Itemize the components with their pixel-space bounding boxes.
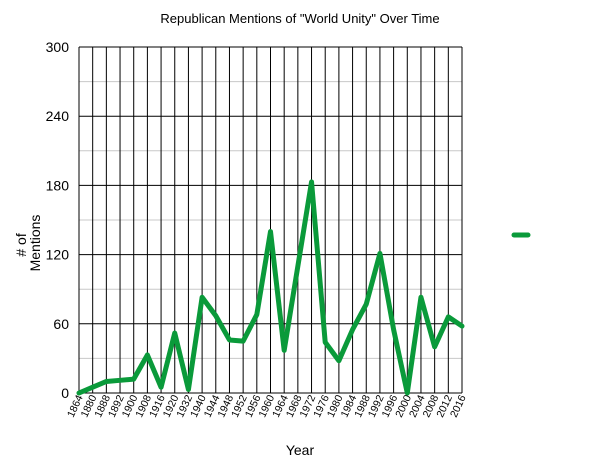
y-tick-label: 240 [46,108,70,124]
data-point [351,328,355,332]
y-tick-label: 120 [46,247,70,263]
y-tick-label: 300 [46,39,70,55]
data-point [159,385,163,389]
data-point [378,251,382,255]
y-axis-label-line-1: # of [13,233,29,256]
data-point [296,264,300,268]
data-point [77,391,81,395]
data-point [104,379,108,383]
data-point [118,378,122,382]
data-point [227,338,231,342]
y-axis-label: # of Mentions [13,215,43,272]
y-tick-label: 0 [61,385,69,401]
data-point [91,385,95,389]
data-point [419,295,423,299]
data-point [282,348,286,352]
data-point [405,391,409,395]
data-point [433,345,437,349]
data-point [241,339,245,343]
y-tick-label: 60 [53,316,69,332]
data-point [323,340,327,344]
data-point [145,353,149,357]
chart-title: Republican Mentions of "World Unity" Ove… [160,11,439,26]
data-point [337,359,341,363]
data-point [460,324,464,328]
x-axis-ticks: 1864188018881892190019081916192019321940… [65,393,469,419]
data-point [132,377,136,381]
data-point [255,313,259,317]
data-point [392,328,396,332]
data-point [173,331,177,335]
data-point [310,180,314,184]
y-axis-ticks: 0 60 120 180 240 300 [46,39,70,401]
data-point [214,314,218,318]
series-group [76,179,465,396]
y-tick-label: 180 [46,177,70,193]
x-axis-label: Year [286,442,315,458]
data-point [269,230,272,234]
gridlines [78,46,463,394]
data-point [200,295,204,299]
y-axis-label-line-2: Mentions [27,215,43,272]
data-point [364,302,368,306]
data-point [186,388,190,392]
data-point [446,315,450,319]
